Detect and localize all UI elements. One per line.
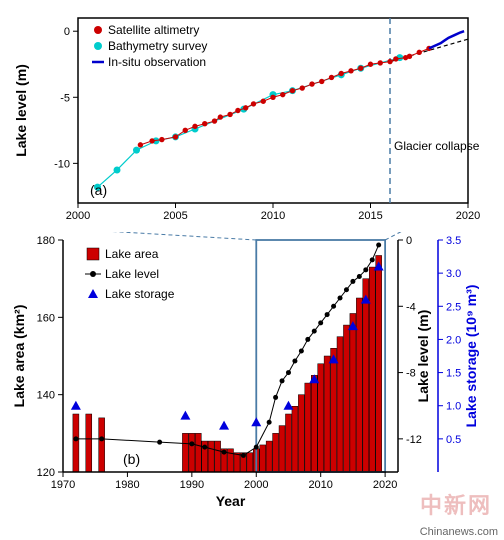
- svg-text:0: 0: [64, 26, 70, 38]
- svg-text:(b): (b): [123, 451, 140, 467]
- svg-text:Lake level (m): Lake level (m): [13, 64, 29, 157]
- svg-text:1.5: 1.5: [446, 368, 461, 380]
- svg-text:2.0: 2.0: [446, 334, 461, 346]
- panel-a: 2000 2005 2010 2015 2020 -10 -5 0 Lake level (m)…: [8, 8, 496, 228]
- panel-b: 197019801990200020102020120140160180-12-…: [8, 232, 496, 517]
- svg-text:1970: 1970: [51, 479, 75, 491]
- svg-text:160: 160: [37, 312, 55, 324]
- svg-text:(a): (a): [90, 182, 107, 198]
- svg-text:Bathymetry survey: Bathymetry survey: [108, 39, 207, 53]
- svg-text:1990: 1990: [180, 479, 204, 491]
- source-label: Chinanews.com: [420, 526, 498, 538]
- svg-text:2.5: 2.5: [446, 301, 461, 313]
- svg-text:-10: -10: [54, 158, 70, 170]
- svg-text:Satellite altimetry: Satellite altimetry: [108, 23, 199, 37]
- svg-text:Lake storage: Lake storage: [105, 287, 175, 301]
- svg-text:2020: 2020: [373, 479, 397, 491]
- svg-text:0.5: 0.5: [446, 434, 461, 446]
- panel-a-svg: 2000 2005 2010 2015 2020 -10 -5 0 Lake level (m)…: [8, 8, 488, 223]
- svg-text:140: 140: [37, 390, 55, 402]
- svg-text:120: 120: [37, 467, 55, 479]
- svg-text:180: 180: [37, 235, 55, 247]
- svg-text:2000: 2000: [244, 479, 268, 491]
- svg-text:3.5: 3.5: [446, 235, 461, 247]
- svg-text:-5: -5: [60, 92, 70, 104]
- svg-text:2020: 2020: [456, 210, 480, 222]
- svg-text:2000: 2000: [66, 210, 90, 222]
- svg-text:Year: Year: [216, 493, 246, 509]
- svg-text:1.0: 1.0: [446, 401, 461, 413]
- svg-text:Lake storage (10⁹ m³): Lake storage (10⁹ m³): [463, 285, 479, 428]
- svg-text:Glacier collapse: Glacier collapse: [394, 139, 480, 153]
- svg-text:0: 0: [406, 235, 412, 247]
- svg-text:Lake level: Lake level: [105, 267, 159, 281]
- svg-text:1980: 1980: [115, 479, 139, 491]
- svg-text:2010: 2010: [308, 479, 332, 491]
- svg-text:Lake level (m): Lake level (m): [415, 310, 431, 403]
- svg-text:Lake area: Lake area: [105, 247, 159, 261]
- watermark: 中新网: [420, 488, 492, 520]
- svg-text:2015: 2015: [358, 210, 382, 222]
- svg-text:-12: -12: [406, 434, 422, 446]
- svg-text:In-situ observation: In-situ observation: [108, 55, 206, 69]
- svg-text:2005: 2005: [163, 210, 187, 222]
- svg-text:2010: 2010: [261, 210, 285, 222]
- panel-b-svg: 197019801990200020102020120140160180-12-…: [8, 232, 488, 512]
- svg-text:Lake area (km²): Lake area (km²): [11, 305, 27, 408]
- svg-text:3.0: 3.0: [446, 268, 461, 280]
